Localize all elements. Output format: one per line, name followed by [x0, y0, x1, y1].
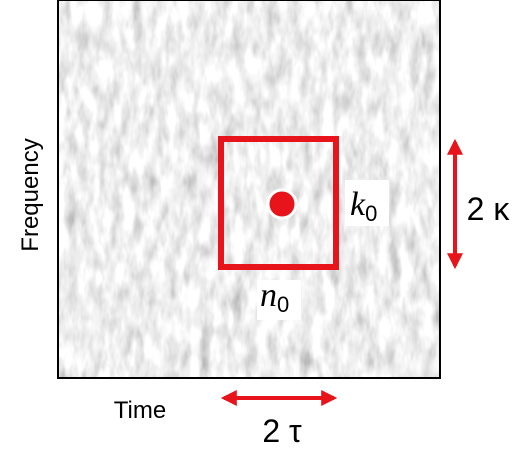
y-axis-label: Frequency — [17, 138, 44, 251]
window-box — [218, 136, 339, 270]
tau-label: 2 τ — [262, 413, 302, 449]
n-subscript: 0 — [277, 292, 289, 317]
spectrogram-frame — [57, 0, 441, 379]
n-label: n0 — [260, 277, 289, 317]
kappa-label: 2 κ — [467, 191, 511, 227]
center-point — [266, 188, 298, 220]
label-bg — [345, 180, 389, 226]
k-label: k0 — [350, 186, 377, 226]
n-symbol: n — [260, 277, 277, 314]
label-bg — [257, 280, 301, 320]
k-subscript: 0 — [365, 201, 377, 226]
k-symbol: k — [350, 186, 366, 223]
x-axis-label: Time — [114, 397, 166, 424]
